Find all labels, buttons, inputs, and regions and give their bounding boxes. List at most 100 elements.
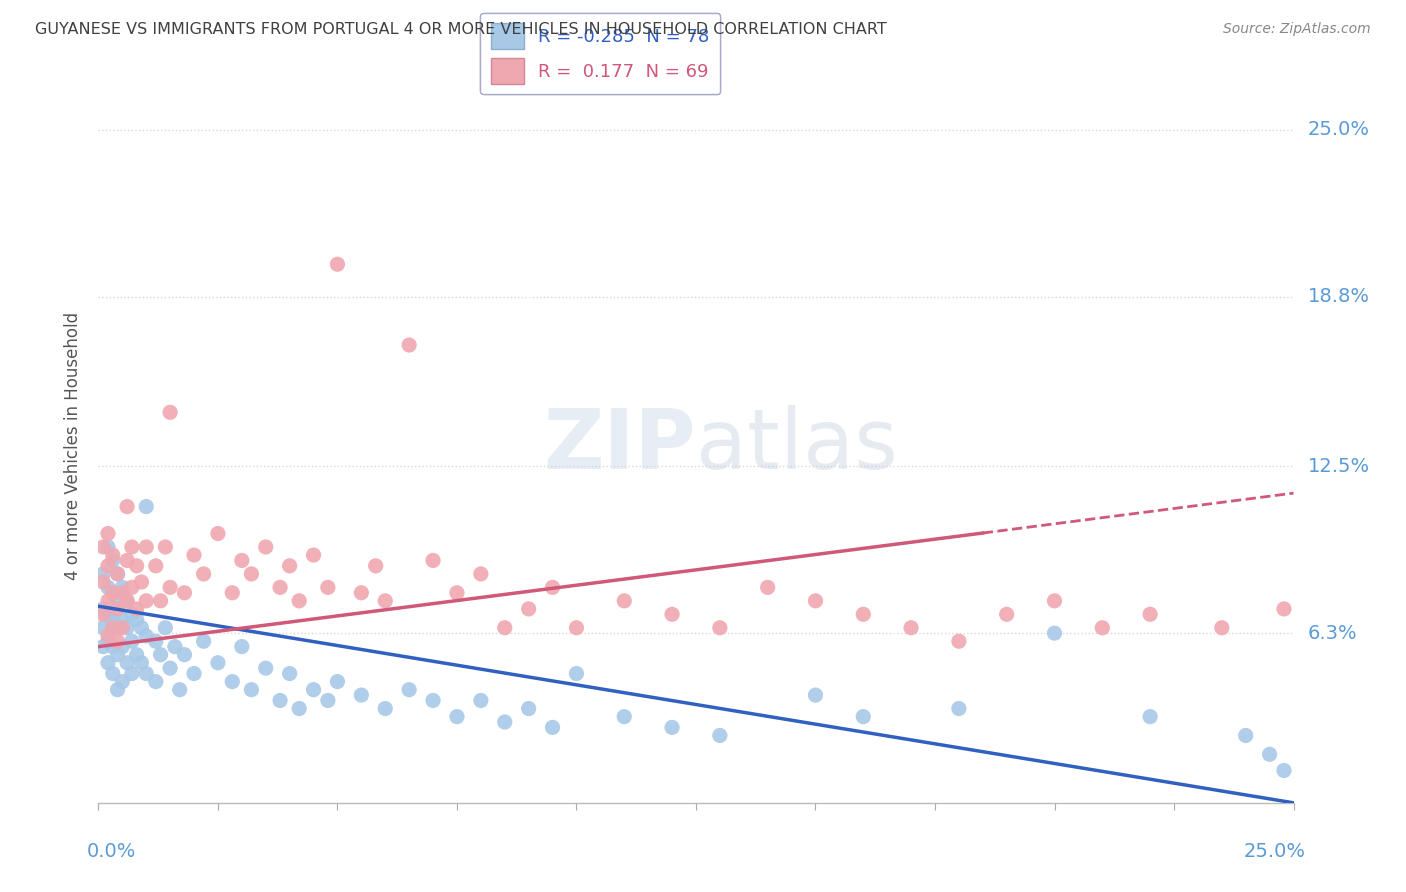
Point bbox=[125, 613, 148, 627]
Point bbox=[316, 580, 339, 594]
Point bbox=[350, 586, 373, 600]
Point bbox=[288, 594, 311, 608]
Point bbox=[422, 553, 444, 567]
Point bbox=[852, 709, 875, 723]
Point bbox=[269, 693, 291, 707]
Point bbox=[207, 656, 229, 670]
Point bbox=[1139, 709, 1161, 723]
Text: 25.0%: 25.0% bbox=[1308, 120, 1369, 139]
Point bbox=[446, 709, 468, 723]
Point bbox=[131, 621, 153, 635]
Legend: R = -0.285  N = 78, R =  0.177  N = 69: R = -0.285 N = 78, R = 0.177 N = 69 bbox=[481, 12, 720, 95]
Point bbox=[709, 729, 731, 743]
Point bbox=[101, 553, 124, 567]
Point bbox=[131, 574, 153, 589]
Point bbox=[135, 629, 157, 643]
Point bbox=[613, 709, 636, 723]
Point bbox=[135, 540, 157, 554]
Point bbox=[107, 682, 129, 697]
Point bbox=[852, 607, 875, 622]
Text: 0.0%: 0.0% bbox=[87, 842, 136, 861]
Point bbox=[221, 586, 243, 600]
Point bbox=[125, 648, 148, 662]
Point bbox=[221, 674, 243, 689]
Point bbox=[121, 607, 143, 622]
Point bbox=[145, 558, 167, 573]
Point bbox=[97, 526, 120, 541]
Point bbox=[231, 640, 253, 654]
Point bbox=[183, 548, 205, 562]
Point bbox=[101, 586, 124, 600]
Point bbox=[494, 714, 516, 729]
Point bbox=[254, 540, 277, 554]
Point bbox=[97, 607, 120, 622]
Point bbox=[470, 566, 492, 581]
Point bbox=[97, 634, 120, 648]
Point bbox=[107, 594, 129, 608]
Point bbox=[804, 688, 827, 702]
Point bbox=[374, 594, 396, 608]
Point bbox=[183, 666, 205, 681]
Point bbox=[350, 688, 373, 702]
Point bbox=[709, 621, 731, 635]
Point bbox=[101, 613, 124, 627]
Point bbox=[565, 621, 588, 635]
Point bbox=[470, 693, 492, 707]
Point bbox=[121, 580, 143, 594]
Text: Source: ZipAtlas.com: Source: ZipAtlas.com bbox=[1223, 22, 1371, 37]
Point bbox=[446, 586, 468, 600]
Text: 6.3%: 6.3% bbox=[1308, 624, 1357, 642]
Text: 25.0%: 25.0% bbox=[1243, 842, 1306, 861]
Point bbox=[155, 621, 177, 635]
Point bbox=[398, 338, 420, 352]
Point bbox=[995, 607, 1018, 622]
Point bbox=[101, 586, 124, 600]
Point bbox=[269, 580, 291, 594]
Point bbox=[91, 540, 114, 554]
Point bbox=[101, 666, 124, 681]
Point bbox=[517, 701, 540, 715]
Point bbox=[804, 594, 827, 608]
Point bbox=[121, 666, 143, 681]
Point bbox=[155, 540, 177, 554]
Point bbox=[111, 640, 134, 654]
Point bbox=[115, 621, 138, 635]
Point bbox=[169, 682, 191, 697]
Text: ZIP: ZIP bbox=[544, 406, 696, 486]
Point bbox=[1272, 602, 1295, 616]
Point bbox=[1043, 594, 1066, 608]
Point bbox=[302, 548, 325, 562]
Point bbox=[193, 634, 215, 648]
Point bbox=[101, 621, 124, 635]
Point bbox=[565, 666, 588, 681]
Text: atlas: atlas bbox=[696, 406, 897, 486]
Point bbox=[756, 580, 779, 594]
Point bbox=[1272, 764, 1295, 778]
Point bbox=[97, 540, 120, 554]
Point bbox=[541, 720, 564, 734]
Point bbox=[149, 648, 172, 662]
Point bbox=[278, 666, 301, 681]
Point bbox=[517, 602, 540, 616]
Point bbox=[193, 566, 215, 581]
Point bbox=[91, 621, 114, 635]
Point bbox=[115, 594, 138, 608]
Point bbox=[97, 594, 120, 608]
Point bbox=[173, 648, 195, 662]
Point bbox=[107, 648, 129, 662]
Point bbox=[135, 594, 157, 608]
Point bbox=[240, 682, 263, 697]
Point bbox=[107, 566, 129, 581]
Point bbox=[115, 500, 138, 514]
Point bbox=[145, 634, 167, 648]
Point bbox=[422, 693, 444, 707]
Point bbox=[111, 586, 134, 600]
Y-axis label: 4 or more Vehicles in Household: 4 or more Vehicles in Household bbox=[65, 312, 83, 580]
Point bbox=[316, 693, 339, 707]
Point bbox=[125, 558, 148, 573]
Point bbox=[302, 682, 325, 697]
Text: GUYANESE VS IMMIGRANTS FROM PORTUGAL 4 OR MORE VEHICLES IN HOUSEHOLD CORRELATION: GUYANESE VS IMMIGRANTS FROM PORTUGAL 4 O… bbox=[35, 22, 887, 37]
Point bbox=[661, 607, 683, 622]
Point bbox=[1258, 747, 1281, 762]
Point bbox=[149, 594, 172, 608]
